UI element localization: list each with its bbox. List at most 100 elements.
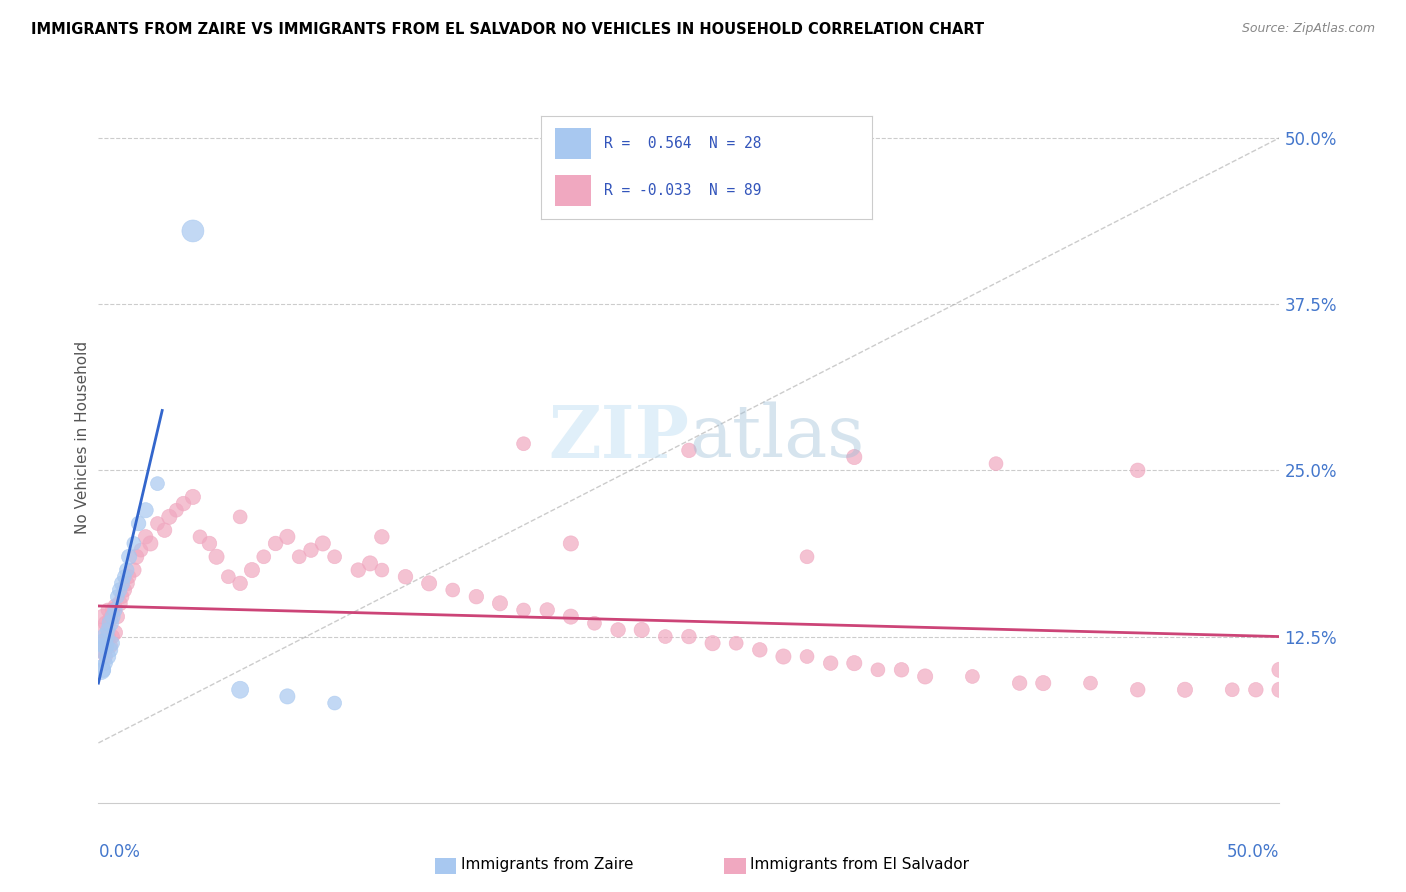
Point bbox=[139, 536, 162, 550]
Point bbox=[264, 536, 287, 550]
Point bbox=[118, 570, 141, 584]
Point bbox=[299, 543, 322, 558]
Point bbox=[97, 630, 120, 644]
Point bbox=[914, 669, 936, 683]
Point bbox=[97, 603, 120, 617]
Bar bbox=[554, 176, 591, 206]
Point bbox=[1220, 682, 1243, 697]
Point bbox=[229, 576, 252, 591]
Point bbox=[104, 625, 127, 640]
Point bbox=[1268, 682, 1291, 697]
Point bbox=[229, 682, 252, 697]
Bar bbox=[724, 858, 745, 874]
Point bbox=[796, 549, 818, 564]
Point bbox=[820, 656, 842, 670]
Point bbox=[101, 603, 124, 617]
Point bbox=[654, 630, 676, 644]
Point bbox=[94, 639, 117, 653]
Text: R =  0.564  N = 28: R = 0.564 N = 28 bbox=[605, 136, 762, 151]
Point bbox=[129, 543, 152, 558]
Point bbox=[135, 503, 157, 517]
Point bbox=[122, 563, 145, 577]
Point bbox=[323, 696, 346, 710]
Bar bbox=[434, 858, 457, 874]
Point bbox=[1268, 663, 1291, 677]
Text: 50.0%: 50.0% bbox=[1227, 843, 1279, 861]
Point bbox=[105, 609, 128, 624]
Point bbox=[94, 616, 117, 631]
Point bbox=[94, 656, 117, 670]
Point bbox=[394, 570, 416, 584]
Point bbox=[276, 530, 298, 544]
Point bbox=[984, 457, 1007, 471]
Point bbox=[98, 643, 121, 657]
Point bbox=[91, 636, 114, 650]
Point bbox=[94, 649, 117, 664]
Point bbox=[101, 630, 124, 644]
Point bbox=[205, 549, 228, 564]
Point bbox=[146, 516, 169, 531]
Point bbox=[288, 549, 311, 564]
Point bbox=[118, 549, 141, 564]
Point bbox=[146, 476, 169, 491]
Point bbox=[253, 549, 276, 564]
Point bbox=[347, 563, 370, 577]
Point bbox=[1080, 676, 1102, 690]
Point bbox=[181, 490, 204, 504]
Point bbox=[98, 612, 121, 626]
Point bbox=[91, 609, 114, 624]
Point bbox=[153, 523, 176, 537]
Point bbox=[512, 436, 534, 450]
Point bbox=[104, 603, 127, 617]
Point bbox=[702, 636, 724, 650]
Point bbox=[108, 596, 131, 610]
Point bbox=[465, 590, 488, 604]
Point bbox=[748, 643, 770, 657]
Point bbox=[418, 576, 440, 591]
Text: atlas: atlas bbox=[689, 401, 865, 473]
Point bbox=[844, 656, 866, 670]
Point bbox=[91, 636, 114, 650]
Text: 0.0%: 0.0% bbox=[98, 843, 141, 861]
Text: Immigrants from Zaire: Immigrants from Zaire bbox=[461, 857, 634, 872]
Point bbox=[844, 450, 866, 464]
Point bbox=[104, 599, 127, 613]
Point bbox=[536, 603, 558, 617]
Point bbox=[105, 590, 128, 604]
Point bbox=[1126, 463, 1149, 477]
Point bbox=[101, 609, 124, 624]
Point bbox=[725, 636, 748, 650]
Point bbox=[112, 570, 135, 584]
Point bbox=[1126, 682, 1149, 697]
Point bbox=[607, 623, 630, 637]
Text: Immigrants from El Salvador: Immigrants from El Salvador bbox=[751, 857, 969, 872]
Point bbox=[97, 623, 120, 637]
Point bbox=[115, 576, 138, 591]
Point bbox=[122, 536, 145, 550]
Point bbox=[157, 509, 180, 524]
Point bbox=[125, 549, 148, 564]
Point bbox=[441, 582, 464, 597]
Y-axis label: No Vehicles in Household: No Vehicles in Household bbox=[75, 341, 90, 533]
Point bbox=[583, 616, 606, 631]
Text: ZIP: ZIP bbox=[548, 401, 689, 473]
Point bbox=[371, 530, 394, 544]
Point bbox=[97, 649, 120, 664]
Point bbox=[678, 630, 700, 644]
Point bbox=[1032, 676, 1054, 690]
Point bbox=[371, 563, 394, 577]
Point bbox=[772, 649, 794, 664]
Point bbox=[240, 563, 263, 577]
Point bbox=[112, 582, 135, 597]
Point bbox=[312, 536, 335, 550]
Point bbox=[678, 443, 700, 458]
Point bbox=[1008, 676, 1031, 690]
Point bbox=[560, 609, 582, 624]
Point bbox=[359, 557, 381, 571]
Point bbox=[276, 690, 298, 704]
Point bbox=[560, 536, 582, 550]
Point bbox=[90, 643, 112, 657]
Point bbox=[90, 663, 112, 677]
Point bbox=[323, 549, 346, 564]
Point bbox=[115, 563, 138, 577]
